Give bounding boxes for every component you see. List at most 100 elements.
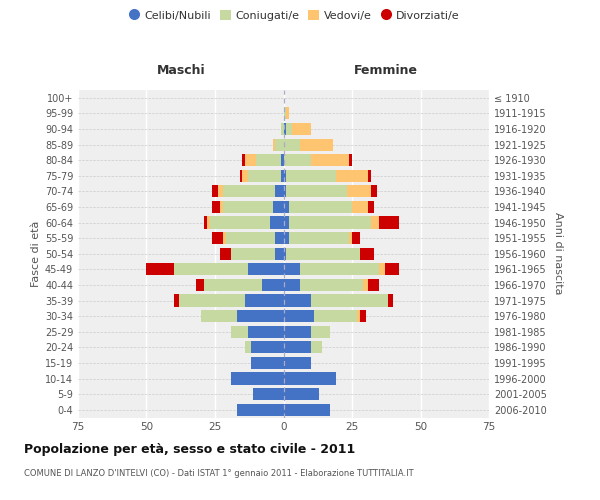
- Bar: [284, 232, 289, 244]
- Bar: [289, 216, 371, 228]
- Bar: [281, 170, 284, 182]
- Bar: [248, 170, 281, 182]
- Bar: [284, 264, 300, 276]
- Bar: [284, 279, 300, 291]
- Bar: [212, 186, 218, 198]
- Bar: [232, 326, 248, 338]
- Bar: [232, 372, 284, 384]
- Bar: [335, 170, 368, 182]
- Bar: [284, 170, 286, 182]
- Bar: [196, 279, 204, 291]
- Bar: [379, 264, 385, 276]
- Bar: [270, 216, 284, 228]
- Bar: [284, 294, 311, 306]
- Bar: [379, 216, 398, 228]
- Bar: [284, 357, 311, 369]
- Bar: [314, 310, 358, 322]
- Bar: [284, 310, 314, 322]
- Bar: [248, 264, 284, 276]
- Bar: [300, 279, 363, 291]
- Bar: [146, 264, 174, 276]
- Bar: [218, 186, 223, 198]
- Bar: [286, 248, 360, 260]
- Bar: [242, 154, 245, 166]
- Bar: [212, 201, 220, 213]
- Bar: [289, 232, 349, 244]
- Bar: [360, 310, 366, 322]
- Bar: [237, 310, 284, 322]
- Bar: [212, 232, 223, 244]
- Bar: [284, 123, 286, 135]
- Bar: [300, 138, 333, 150]
- Bar: [284, 186, 286, 198]
- Bar: [352, 201, 368, 213]
- Bar: [363, 279, 368, 291]
- Y-axis label: Anni di nascita: Anni di nascita: [553, 212, 563, 295]
- Bar: [286, 170, 335, 182]
- Bar: [207, 216, 209, 228]
- Text: Popolazione per età, sesso e stato civile - 2011: Popolazione per età, sesso e stato civil…: [24, 442, 355, 456]
- Bar: [275, 248, 284, 260]
- Bar: [251, 357, 284, 369]
- Bar: [284, 138, 300, 150]
- Bar: [284, 388, 319, 400]
- Bar: [284, 404, 330, 416]
- Bar: [174, 294, 179, 306]
- Bar: [239, 170, 242, 182]
- Bar: [360, 248, 374, 260]
- Bar: [311, 154, 349, 166]
- Bar: [284, 216, 289, 228]
- Bar: [179, 294, 245, 306]
- Bar: [286, 123, 292, 135]
- Bar: [368, 201, 374, 213]
- Bar: [262, 279, 284, 291]
- Bar: [311, 294, 388, 306]
- Bar: [371, 216, 379, 228]
- Bar: [284, 108, 286, 120]
- Bar: [311, 341, 322, 353]
- Text: COMUNE DI LANZO D'INTELVI (CO) - Dati ISTAT 1° gennaio 2011 - Elaborazione TUTTI: COMUNE DI LANZO D'INTELVI (CO) - Dati IS…: [24, 469, 413, 478]
- Bar: [358, 310, 360, 322]
- Bar: [284, 341, 311, 353]
- Bar: [275, 186, 284, 198]
- Bar: [245, 341, 251, 353]
- Bar: [349, 154, 352, 166]
- Bar: [237, 404, 284, 416]
- Text: Femmine: Femmine: [354, 64, 418, 78]
- Bar: [284, 326, 311, 338]
- Bar: [284, 154, 311, 166]
- Bar: [388, 294, 393, 306]
- Bar: [368, 170, 371, 182]
- Bar: [275, 138, 284, 150]
- Bar: [174, 264, 248, 276]
- Bar: [272, 138, 275, 150]
- Bar: [281, 123, 284, 135]
- Bar: [352, 232, 360, 244]
- Bar: [272, 201, 284, 213]
- Bar: [349, 232, 352, 244]
- Bar: [204, 279, 262, 291]
- Bar: [385, 264, 398, 276]
- Bar: [226, 232, 275, 244]
- Bar: [300, 264, 379, 276]
- Bar: [242, 170, 248, 182]
- Bar: [204, 216, 207, 228]
- Bar: [245, 294, 284, 306]
- Bar: [371, 186, 377, 198]
- Bar: [347, 186, 371, 198]
- Bar: [292, 123, 311, 135]
- Legend: Celibi/Nubili, Coniugati/e, Vedovi/e, Divorziati/e: Celibi/Nubili, Coniugati/e, Vedovi/e, Di…: [124, 6, 464, 25]
- Bar: [220, 248, 232, 260]
- Bar: [202, 310, 237, 322]
- Bar: [209, 216, 270, 228]
- Bar: [275, 232, 284, 244]
- Bar: [289, 201, 352, 213]
- Bar: [251, 341, 284, 353]
- Bar: [284, 372, 335, 384]
- Bar: [284, 248, 286, 260]
- Bar: [286, 108, 289, 120]
- Bar: [245, 154, 256, 166]
- Bar: [220, 201, 223, 213]
- Y-axis label: Fasce di età: Fasce di età: [31, 220, 41, 287]
- Bar: [253, 388, 284, 400]
